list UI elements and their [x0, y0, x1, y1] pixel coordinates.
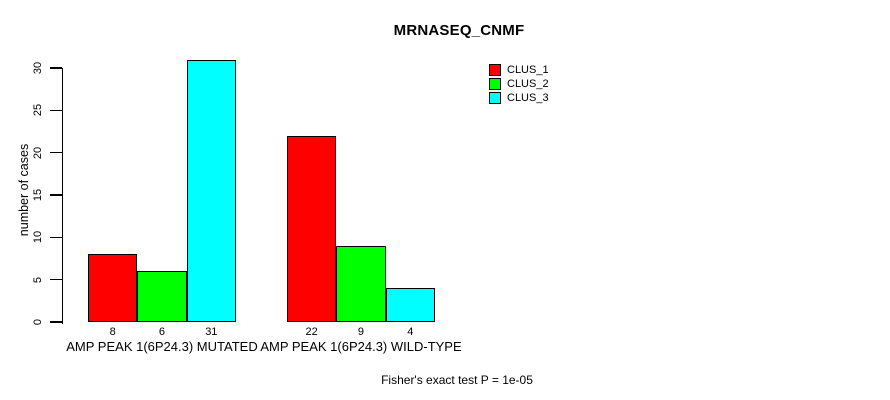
y-axis-tick: [49, 194, 62, 196]
bar-clus_3-group1: [186, 59, 236, 322]
y-axis-tick: [49, 278, 62, 281]
bar-clus_1-group1: [88, 254, 138, 322]
legend: CLUS_1 CLUS_2 CLUS_3: [489, 63, 549, 105]
y-axis-tick: [49, 236, 62, 239]
legend-swatch-clus_3: [489, 92, 501, 104]
y-axis-tick: [49, 109, 62, 112]
bar-value-label: 9: [357, 326, 365, 338]
legend-swatch-clus_1: [489, 64, 501, 76]
bar-value-label: 4: [407, 326, 414, 338]
annotation-fishers-test: Fisher's exact test P = 1e-05: [381, 373, 533, 387]
y-axis-title: number of cases: [17, 143, 31, 237]
y-axis-tick: [49, 321, 62, 323]
category-label: AMP PEAK 1(6P24.3) WILD-TYPE: [260, 339, 462, 354]
bar-clus_2-group1: [137, 271, 187, 322]
y-axis-tick-label: 20: [32, 146, 44, 159]
category-label: AMP PEAK 1(6P24.3) MUTATED: [66, 339, 258, 354]
bar-clus_3-group2: [385, 288, 435, 322]
bar-value-label: 8: [109, 326, 116, 338]
y-axis-tick: [49, 67, 62, 69]
bar-value-label: 22: [305, 326, 318, 338]
bar-clus_1-group2: [287, 135, 337, 322]
y-axis-tick: [49, 151, 62, 154]
legend-label: CLUS_2: [507, 78, 549, 90]
y-axis-line: [61, 68, 63, 324]
bar-clus_2-group2: [336, 245, 386, 322]
bar-value-label: 31: [205, 326, 218, 338]
y-axis-tick-label: 0: [32, 318, 44, 326]
y-axis-tick-label: 5: [32, 276, 44, 283]
y-axis-tick-label: 10: [32, 231, 44, 244]
legend-item-clus_3: CLUS_3: [489, 91, 549, 105]
chart-title: MRNASEQ_CNMF: [393, 22, 525, 39]
legend-swatch-clus_2: [489, 78, 501, 90]
y-axis-tick-label: 30: [32, 61, 44, 75]
bar-value-label: 6: [158, 326, 166, 338]
y-axis-tick-label: 25: [32, 104, 44, 117]
y-axis-tick-label: 15: [32, 188, 44, 202]
legend-item-clus_1: CLUS_1: [489, 63, 549, 77]
legend-label: CLUS_1: [507, 64, 549, 76]
legend-item-clus_2: CLUS_2: [489, 77, 549, 91]
legend-label: CLUS_3: [507, 92, 549, 104]
